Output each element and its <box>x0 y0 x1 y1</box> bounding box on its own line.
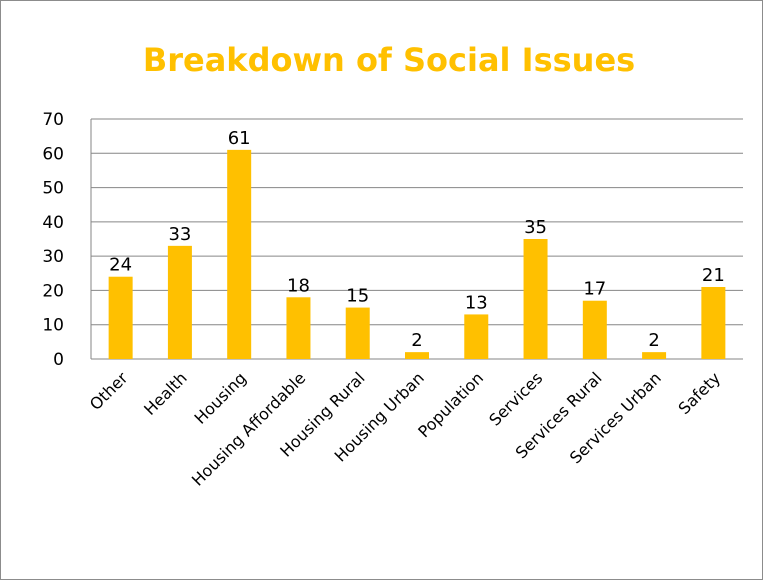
data-label: 18 <box>287 275 310 296</box>
data-label: 17 <box>583 279 606 300</box>
x-tick-label: Other <box>86 368 132 414</box>
data-label: 33 <box>168 224 191 245</box>
data-label: 24 <box>109 255 132 276</box>
data-label: 2 <box>411 330 422 351</box>
x-tick-label: Services <box>485 368 546 429</box>
bar <box>582 300 607 359</box>
y-tick-label: 70 <box>42 110 64 130</box>
x-tick-label: Housing Affordable <box>188 368 309 489</box>
data-label: 15 <box>346 286 369 307</box>
x-tick-label: Housing <box>191 368 250 427</box>
bar <box>523 239 548 359</box>
bar <box>167 245 192 359</box>
y-axis-ticks: 0 10 20 30 40 50 60 70 <box>42 110 64 370</box>
bar <box>227 149 252 359</box>
bars <box>108 149 726 359</box>
bar <box>405 352 429 359</box>
bar <box>464 314 489 359</box>
bar <box>701 287 726 359</box>
y-tick-label: 40 <box>42 213 64 233</box>
data-label: 13 <box>465 292 488 313</box>
gridlines <box>90 118 743 360</box>
data-labels: 24 33 61 18 15 2 13 35 17 2 21 <box>109 128 725 351</box>
y-tick-label: 60 <box>42 144 64 164</box>
y-tick-label: 0 <box>53 350 64 370</box>
bar <box>642 352 667 359</box>
y-tick-label: 30 <box>42 247 64 267</box>
y-tick-label: 20 <box>42 281 64 301</box>
data-label: 61 <box>228 128 251 149</box>
x-tick-label: Safety <box>675 368 725 418</box>
x-tick-label: Health <box>140 368 191 419</box>
data-label: 21 <box>702 265 725 286</box>
data-label: 2 <box>648 330 659 351</box>
chart-title: Breakdown of Social Issues <box>143 41 635 79</box>
bar <box>345 307 370 359</box>
data-label: 35 <box>524 217 547 238</box>
bar <box>286 297 311 359</box>
y-tick-label: 10 <box>42 316 64 336</box>
y-tick-label: 50 <box>42 179 64 199</box>
bar <box>108 276 133 359</box>
